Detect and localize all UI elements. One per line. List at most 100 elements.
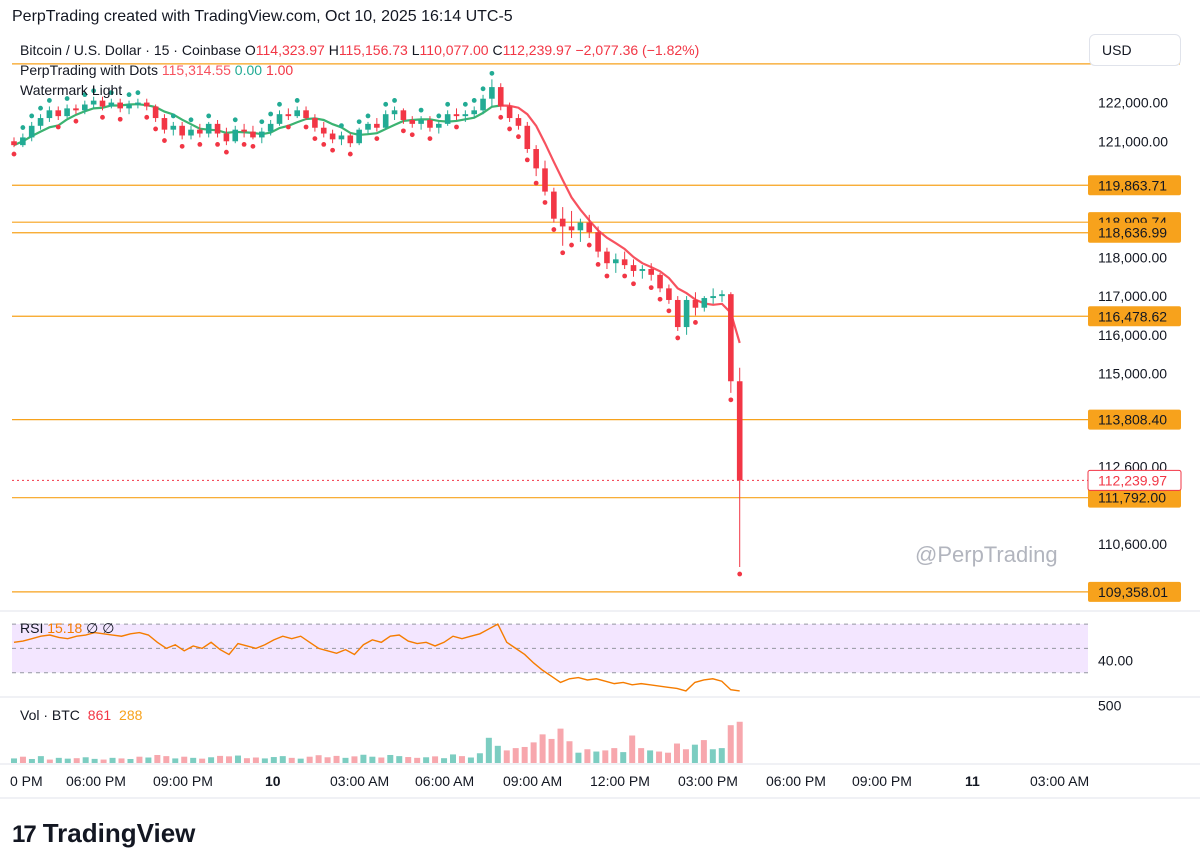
moving-average [13,103,741,344]
price-tick-label: 116,000.00 [1098,327,1167,343]
legend-symbol[interactable]: Bitcoin / U.S. Dollar · 15 · Coinbase [20,42,241,58]
candle-body [347,135,354,144]
candle-body [551,191,557,219]
indicator-dot-down [516,134,521,140]
candle-body [542,168,548,192]
time-tick-label: 0 PM [10,773,43,789]
indicator-dot-down [648,285,654,291]
candle-body [11,141,17,146]
candle-body [382,114,389,128]
level-tag-label: 119,863.71 [1098,177,1167,193]
moving-average-down-line [500,104,741,344]
indicator-dot-up [126,92,132,98]
change-value: −2,077.36 (−1.82%) [575,42,700,58]
candle-body [674,299,681,328]
volume-value-2: 288 [119,707,143,723]
watermark-text: @PerpTrading [915,542,1058,567]
indicator-dot-down [215,142,220,147]
indicator-dot-down [100,114,105,120]
horizontal-levels [12,63,1180,593]
candle-body [223,133,230,142]
time-tick-label: 03:00 AM [330,773,389,789]
volume-bar [127,758,134,763]
candle-body [108,102,115,107]
volume-bar [100,759,107,763]
indicator-dot-down [631,281,636,287]
volume-bar [458,756,465,763]
indicator-dot-down [604,273,610,279]
indicator-dot-down [675,335,681,341]
level-tag-box [1088,409,1181,430]
indicator-dot-up [339,123,344,129]
watermark-indicator-name[interactable]: Watermark Light [20,82,123,98]
indicator-dot-up [170,113,176,119]
candle-body [99,100,106,107]
indicator-dot-up [29,113,35,119]
candle-body [436,123,442,128]
level-tag-label: 118,636.99 [1098,225,1167,241]
currency-selector[interactable]: USD [1089,34,1181,66]
close-value: 112,239.97 [502,42,572,58]
indicator-dot-up [392,98,397,103]
time-tick-label: 06:00 PM [766,773,826,789]
volume-bar [109,757,116,763]
indicator-dot-down [347,151,353,157]
rsi-label[interactable]: RSI [20,620,44,636]
volume-bar [261,758,268,763]
indicator-dot-up [64,96,70,101]
rsi-line [13,623,740,692]
volume-bar [342,757,349,763]
volume-bar [270,757,277,763]
candle-body [586,222,593,233]
volume-bar [288,757,295,763]
price-tick-label: 110,600.00 [1098,536,1167,552]
indicator-dot-down [560,250,566,256]
price-tick-label: 118,000.00 [1098,249,1167,265]
indicator-dots [11,70,743,577]
tradingview-logo-text: TradingView [42,818,196,848]
candle-body [683,299,690,328]
candle-body [46,110,53,119]
candle-body [639,269,646,271]
candle-body [736,381,743,481]
volume-bar [665,752,672,763]
volume-bar [521,746,528,763]
indicator-name[interactable]: PerpTrading with Dots [20,62,158,78]
time-tick-label: 09:00 AM [503,773,562,789]
candle-body [418,119,424,124]
indicator-dot-up [294,98,300,103]
volume-bar [620,752,627,763]
indicator-dot-down [728,397,734,403]
volume-label[interactable]: Vol · BTC [20,707,80,723]
volume-bar [593,751,600,763]
level-tag-box [1088,306,1181,327]
candle-body [161,118,168,130]
time-tick-label: 11 [965,773,980,789]
indicator-dot-up [365,113,371,119]
candle-body [400,110,407,120]
volume-bar [136,756,143,763]
candle-body [497,87,504,107]
volume-bar [467,757,474,763]
indicator-dot-down [179,143,185,149]
candle-body [82,104,88,111]
candle-body [427,119,433,128]
volume-bar [575,752,582,763]
volume-bar [378,757,385,763]
volume-bar [37,756,44,763]
indicator-dot-down [551,227,557,232]
candle-body [409,119,416,124]
price-axis[interactable]: 122,000.00 121,000.00 118,000.00 117,000.00… [1098,95,1168,552]
indicator-dot-up [436,113,442,119]
time-axis[interactable]: 0 PM 06:00 PM 09:00 PM 10 03:00 AM 06:00 AM 09… [0,30,1200,799]
open-value: 114,323.97 [255,42,325,58]
volume-bar [82,757,89,763]
candle-body [568,226,575,231]
volume-bar [55,757,62,763]
volume-bar [673,743,680,763]
volume-bar [226,756,233,763]
candle-body [338,135,345,140]
candle-body [90,100,97,105]
candle-body [710,296,716,299]
